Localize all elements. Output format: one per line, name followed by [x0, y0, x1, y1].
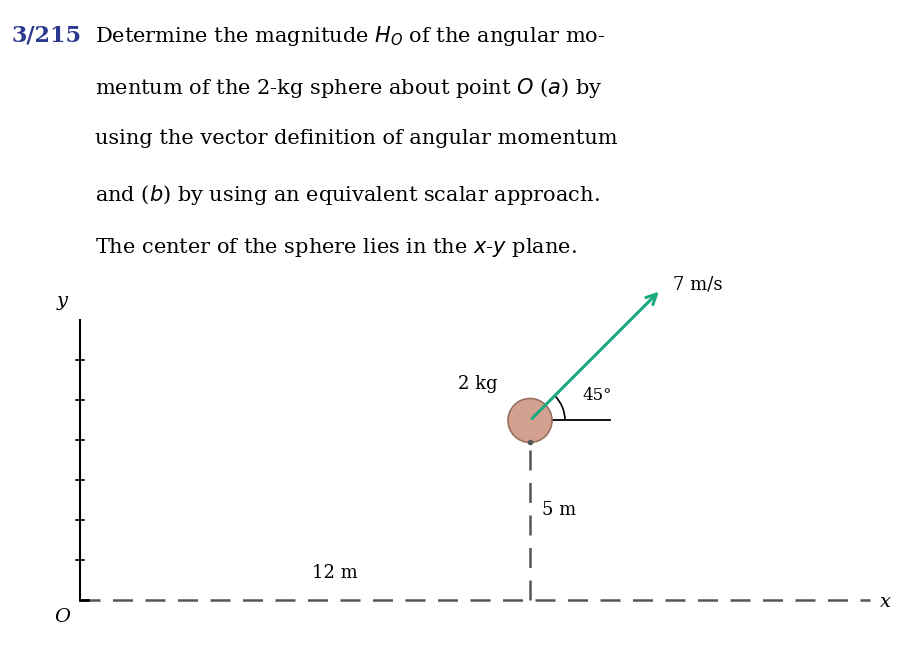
- Text: 12 m: 12 m: [312, 564, 358, 583]
- Text: x: x: [879, 594, 890, 611]
- Text: 45°: 45°: [582, 387, 610, 404]
- Text: using the vector definition of angular momentum: using the vector definition of angular m…: [95, 130, 617, 148]
- Text: mentum of the 2-kg sphere about point $O$ ($a$) by: mentum of the 2-kg sphere about point $O…: [95, 76, 601, 100]
- Text: y: y: [56, 292, 68, 311]
- Text: 2 kg: 2 kg: [458, 376, 498, 393]
- Text: The center of the sphere lies in the $x$-$y$ plane.: The center of the sphere lies in the $x$…: [95, 236, 576, 258]
- Text: 3/215: 3/215: [12, 24, 82, 46]
- Text: O: O: [54, 609, 70, 626]
- Text: 5 m: 5 m: [542, 501, 575, 519]
- Text: 7 m/s: 7 m/s: [672, 275, 721, 294]
- Text: and ($b$) by using an equivalent scalar approach.: and ($b$) by using an equivalent scalar …: [95, 182, 600, 206]
- Circle shape: [507, 398, 552, 443]
- Text: Determine the magnitude $H_O$ of the angular mo-: Determine the magnitude $H_O$ of the ang…: [95, 24, 605, 48]
